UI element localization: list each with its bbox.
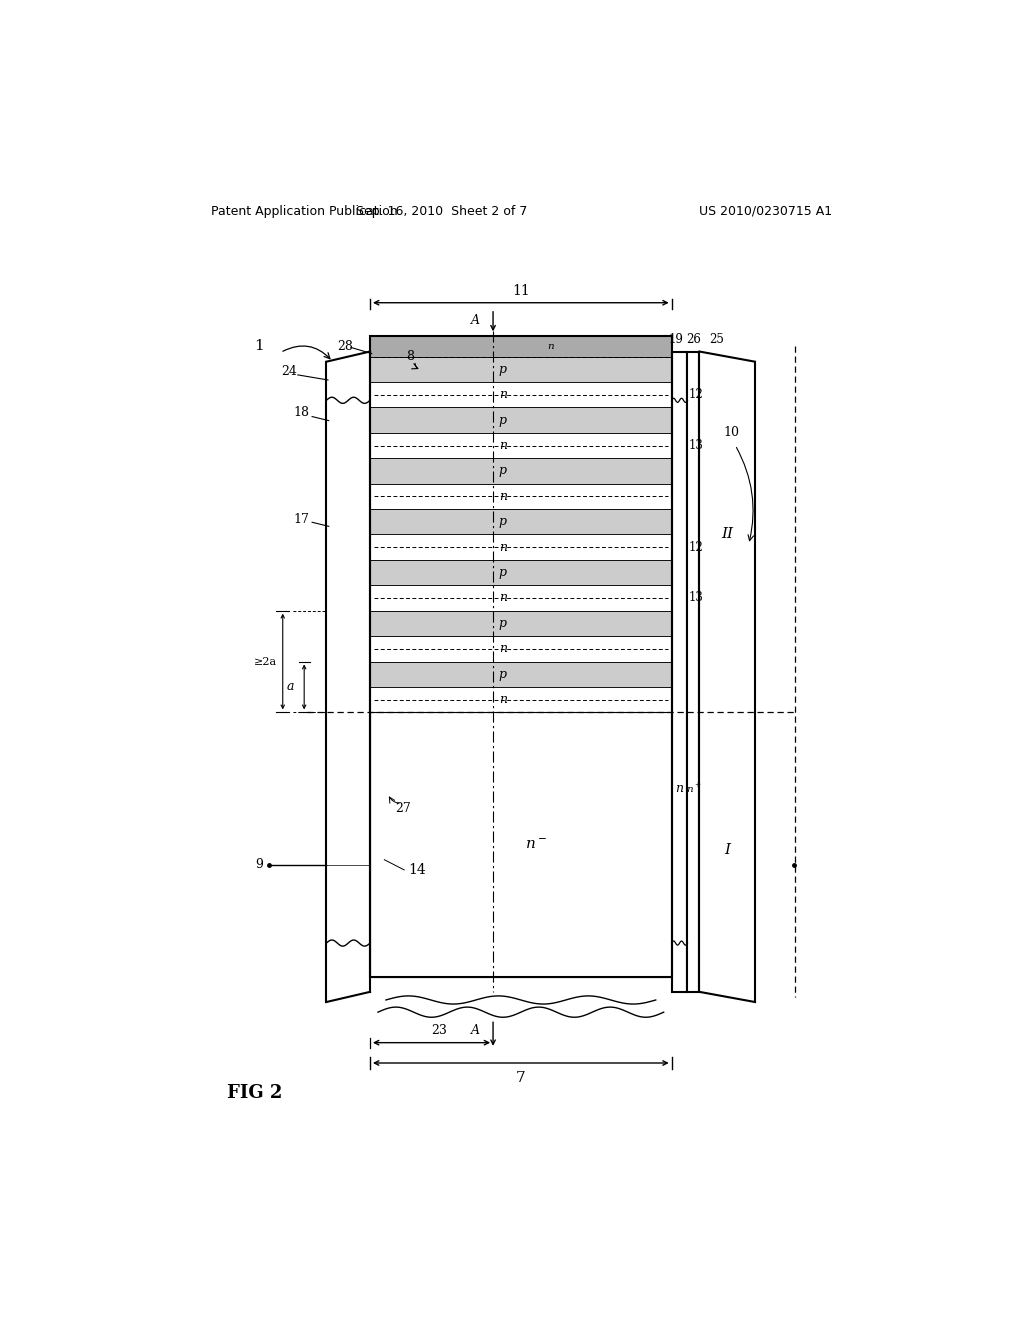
Text: 23: 23: [431, 1024, 447, 1038]
Text: FIG 2: FIG 2: [227, 1085, 283, 1102]
Bar: [370, 483, 672, 510]
Bar: [370, 408, 672, 433]
Text: 18: 18: [293, 407, 309, 418]
Bar: [370, 510, 672, 535]
Text: Patent Application Publication: Patent Application Publication: [211, 205, 398, 218]
Bar: [687, 351, 699, 991]
Bar: [370, 356, 672, 381]
Bar: [370, 686, 672, 713]
Text: II: II: [721, 528, 733, 541]
Text: 26: 26: [686, 333, 701, 346]
Text: n: n: [676, 781, 684, 795]
Text: p: p: [499, 363, 507, 376]
Text: n: n: [499, 490, 507, 503]
Text: 13: 13: [688, 591, 703, 605]
Text: 27: 27: [395, 803, 412, 816]
Text: n: n: [499, 643, 507, 655]
Text: 10: 10: [723, 426, 739, 440]
Text: p: p: [499, 465, 507, 478]
Text: 7: 7: [516, 1072, 525, 1085]
Bar: [370, 713, 672, 977]
Bar: [370, 337, 672, 356]
Bar: [370, 560, 672, 585]
Text: US 2010/0230715 A1: US 2010/0230715 A1: [699, 205, 833, 218]
Text: n: n: [499, 388, 507, 401]
Bar: [672, 351, 687, 991]
Text: 24: 24: [282, 366, 297, 379]
Text: A: A: [471, 314, 480, 326]
Text: ≥2a: ≥2a: [254, 656, 276, 667]
Text: A: A: [471, 1024, 480, 1038]
Bar: [370, 337, 672, 977]
Text: n: n: [499, 693, 507, 706]
Text: p: p: [499, 616, 507, 630]
Text: n: n: [499, 440, 507, 451]
Text: 17: 17: [293, 512, 309, 525]
Text: 1: 1: [254, 339, 264, 354]
Text: 14: 14: [409, 863, 426, 876]
Text: I: I: [724, 842, 730, 857]
Text: a: a: [287, 680, 295, 693]
Bar: [370, 585, 672, 611]
Text: 13: 13: [688, 440, 703, 451]
Text: 28: 28: [337, 341, 352, 352]
Text: Sep. 16, 2010  Sheet 2 of 7: Sep. 16, 2010 Sheet 2 of 7: [355, 205, 527, 218]
Text: n: n: [499, 591, 507, 605]
Text: p: p: [499, 413, 507, 426]
Text: 9: 9: [255, 858, 263, 871]
Bar: [370, 381, 672, 408]
Text: 25: 25: [710, 333, 724, 346]
Bar: [370, 433, 672, 458]
Text: n$^+$: n$^+$: [686, 781, 701, 795]
Text: 19: 19: [668, 333, 683, 346]
Bar: [370, 611, 672, 636]
Bar: [370, 636, 672, 661]
Text: p: p: [499, 515, 507, 528]
Bar: [370, 661, 672, 686]
Text: n: n: [499, 541, 507, 553]
Text: 8: 8: [406, 350, 414, 363]
Text: 12: 12: [688, 541, 703, 553]
Text: 11: 11: [512, 284, 529, 297]
Text: n$^-$: n$^-$: [525, 837, 547, 851]
Bar: [370, 458, 672, 483]
Text: p: p: [499, 566, 507, 579]
Text: n: n: [548, 342, 554, 351]
Text: p: p: [499, 668, 507, 681]
Bar: [370, 535, 672, 560]
Text: 12: 12: [688, 388, 703, 401]
